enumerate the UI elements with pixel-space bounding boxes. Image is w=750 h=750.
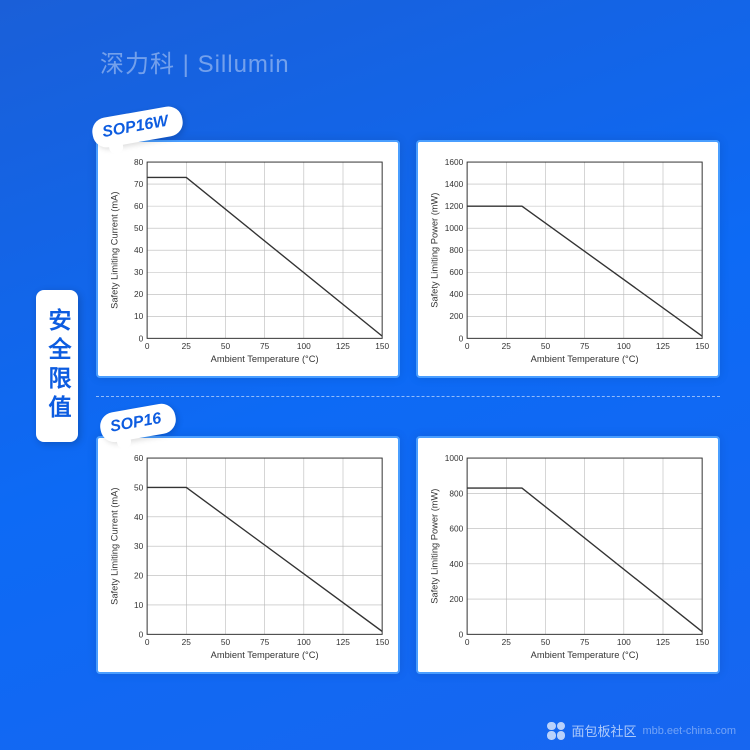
svg-text:0: 0 <box>459 629 464 639</box>
svg-text:400: 400 <box>449 289 463 299</box>
chart-panel: 0 25 50 75 100 125 150 0 10 20 30 40 50 60 Ambient Tem… <box>96 436 400 674</box>
svg-text:400: 400 <box>449 559 463 569</box>
svg-text:10: 10 <box>134 600 144 610</box>
svg-text:150: 150 <box>695 341 709 351</box>
chart-current-sop16: 0 25 50 75 100 125 150 0 10 20 30 40 50 60 Ambient Tem… <box>106 448 390 664</box>
svg-text:60: 60 <box>134 453 144 463</box>
svg-text:50: 50 <box>221 637 231 647</box>
svg-text:0: 0 <box>465 341 470 351</box>
svg-text:80: 80 <box>134 157 144 167</box>
svg-text:600: 600 <box>449 524 463 534</box>
chart-row-2: 0 25 50 75 100 125 150 0 10 20 30 40 50 60 Ambient Tem… <box>96 436 720 674</box>
svg-text:25: 25 <box>502 637 512 647</box>
svg-text:1000: 1000 <box>445 223 464 233</box>
svg-text:200: 200 <box>449 311 463 321</box>
svg-text:125: 125 <box>656 637 670 647</box>
brand-header: 深力科 | Sillumin <box>100 44 290 79</box>
svg-text:100: 100 <box>297 341 311 351</box>
svg-text:125: 125 <box>336 637 350 647</box>
svg-text:50: 50 <box>221 341 231 351</box>
svg-text:Ambient Temperature (°C): Ambient Temperature (°C) <box>531 354 639 364</box>
svg-text:800: 800 <box>449 488 463 498</box>
svg-text:75: 75 <box>260 637 270 647</box>
watermark: 面包板社区 mbb.eet-china.com <box>547 721 736 740</box>
chart-power-sop16w: 0 25 50 75 100 125 150 0 200 400 600 800 1000 1200 140… <box>426 152 710 368</box>
svg-text:150: 150 <box>375 637 389 647</box>
svg-text:25: 25 <box>502 341 512 351</box>
svg-text:10: 10 <box>134 311 144 321</box>
svg-text:Ambient Temperature (°C): Ambient Temperature (°C) <box>211 354 319 364</box>
svg-text:0: 0 <box>145 341 150 351</box>
svg-text:0: 0 <box>139 629 144 639</box>
chart-current-sop16w: 0 25 50 75 100 125 150 0 10 20 30 40 50 60 70 80 Ambient… <box>106 152 390 368</box>
svg-text:0: 0 <box>139 333 144 343</box>
svg-text:150: 150 <box>695 637 709 647</box>
svg-text:800: 800 <box>449 245 463 255</box>
watermark-text: 面包板社区 <box>571 721 636 740</box>
svg-text:1200: 1200 <box>445 201 464 211</box>
svg-text:20: 20 <box>134 289 144 299</box>
svg-text:20: 20 <box>134 571 144 581</box>
svg-text:Ambient Temperature (°C): Ambient Temperature (°C) <box>211 650 319 660</box>
svg-text:40: 40 <box>134 245 144 255</box>
svg-text:30: 30 <box>134 267 144 277</box>
svg-text:Ambient Temperature (°C): Ambient Temperature (°C) <box>531 650 639 660</box>
svg-text:600: 600 <box>449 267 463 277</box>
chart-panel: 0 25 50 75 100 125 150 0 200 400 600 800 1000 Ambient… <box>416 436 720 674</box>
svg-text:0: 0 <box>465 637 470 647</box>
chart-power-sop16: 0 25 50 75 100 125 150 0 200 400 600 800 1000 Ambient… <box>426 448 710 664</box>
section-divider <box>96 396 720 397</box>
svg-text:125: 125 <box>656 341 670 351</box>
svg-text:125: 125 <box>336 341 350 351</box>
watermark-icon <box>547 722 565 740</box>
svg-text:0: 0 <box>459 333 464 343</box>
svg-text:75: 75 <box>580 341 590 351</box>
chart-panel: 0 25 50 75 100 125 150 0 200 400 600 800 1000 1200 140… <box>416 140 720 378</box>
svg-text:25: 25 <box>182 637 192 647</box>
svg-text:Safety Limiting Current (mA): Safety Limiting Current (mA) <box>110 192 120 309</box>
chart-row-1: 0 25 50 75 100 125 150 0 10 20 30 40 50 60 70 80 Ambient… <box>96 140 720 378</box>
svg-text:60: 60 <box>134 201 144 211</box>
svg-text:70: 70 <box>134 179 144 189</box>
svg-text:100: 100 <box>297 637 311 647</box>
svg-text:100: 100 <box>617 637 631 647</box>
svg-text:50: 50 <box>134 482 144 492</box>
side-label-box: 安全限值 <box>36 290 78 442</box>
svg-text:100: 100 <box>617 341 631 351</box>
svg-text:50: 50 <box>541 341 551 351</box>
svg-text:1000: 1000 <box>445 453 464 463</box>
svg-text:50: 50 <box>134 223 144 233</box>
svg-text:Safety Limiting Current (mA): Safety Limiting Current (mA) <box>110 488 120 605</box>
svg-text:40: 40 <box>134 512 144 522</box>
svg-text:0: 0 <box>145 637 150 647</box>
svg-text:1400: 1400 <box>445 179 464 189</box>
chart-panel: 0 25 50 75 100 125 150 0 10 20 30 40 50 60 70 80 Ambient… <box>96 140 400 378</box>
watermark-url: mbb.eet-china.com <box>642 725 736 737</box>
svg-text:30: 30 <box>134 541 144 551</box>
svg-text:Safety Limiting Power (mW): Safety Limiting Power (mW) <box>430 193 440 308</box>
svg-text:Safety Limiting Power (mW): Safety Limiting Power (mW) <box>430 489 440 604</box>
side-label-text: 安全限值 <box>46 308 69 424</box>
svg-text:25: 25 <box>182 341 192 351</box>
svg-text:75: 75 <box>260 341 270 351</box>
svg-text:1600: 1600 <box>445 157 464 167</box>
svg-text:75: 75 <box>580 637 590 647</box>
svg-text:50: 50 <box>541 637 551 647</box>
svg-text:200: 200 <box>449 594 463 604</box>
svg-text:150: 150 <box>375 341 389 351</box>
